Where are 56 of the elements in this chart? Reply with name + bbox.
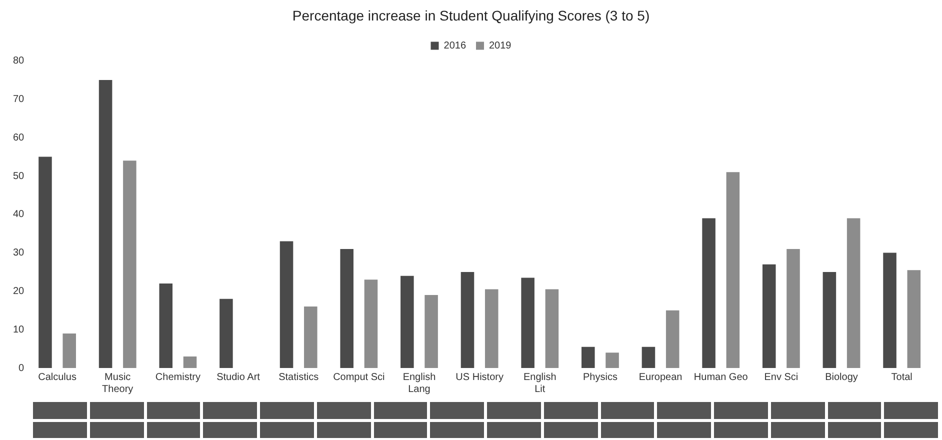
y-tick-label: 40 — [13, 209, 25, 220]
bar — [183, 356, 197, 368]
legend-label: 2019 — [489, 40, 512, 52]
x-tick-label: Studio Art — [216, 372, 260, 383]
x-tick-label: Total — [891, 372, 912, 383]
bar — [883, 252, 896, 368]
bar — [220, 298, 233, 368]
bar — [642, 346, 656, 368]
y-tick-label: 10 — [13, 324, 25, 336]
x-tick-label: European — [638, 372, 682, 383]
y-tick-label: 80 — [13, 56, 25, 67]
bar — [424, 295, 438, 368]
bar — [38, 156, 52, 368]
x-tick-label: Biology — [825, 372, 858, 383]
bar — [340, 248, 354, 368]
bar — [364, 280, 378, 368]
bar — [606, 352, 619, 368]
bar — [280, 241, 294, 368]
y-tick-label: 70 — [13, 94, 25, 105]
bar — [666, 310, 680, 368]
chart-title: Percentage increase in Student Qualifying Scores (3 to 5) — [292, 7, 650, 24]
x-tick-label: US History — [456, 372, 504, 383]
bar — [726, 172, 740, 368]
x-tick-label: Statistics — [278, 372, 319, 383]
x-tick-label: English Lit — [523, 372, 556, 395]
y-tick-label: 30 — [13, 248, 25, 259]
y-tick-label: 20 — [13, 286, 25, 297]
bar — [62, 333, 76, 368]
bar — [702, 218, 716, 368]
bar — [484, 289, 498, 368]
bar — [98, 80, 112, 368]
bar — [762, 264, 776, 368]
bar — [159, 284, 173, 368]
bar — [582, 346, 595, 368]
x-tick-label: Physics — [582, 372, 618, 383]
bar — [786, 248, 800, 368]
legend-label: 2016 — [444, 40, 466, 52]
bar — [460, 272, 474, 368]
x-tick-label: Human Geo — [694, 372, 748, 383]
y-tick-label: 0 — [18, 362, 25, 374]
bar — [304, 306, 318, 368]
x-tick-label: Calculus — [38, 372, 76, 383]
y-tick-label: 60 — [13, 132, 25, 144]
y-tick-label: 50 — [13, 170, 25, 182]
bar — [545, 289, 559, 368]
x-tick-label: Music Theory — [102, 372, 134, 395]
bar — [907, 270, 921, 368]
bar — [123, 160, 136, 368]
bar — [400, 276, 414, 368]
x-tick-label: Chemistry — [155, 372, 200, 383]
bar — [846, 218, 860, 368]
x-tick-label: Comput Sci — [333, 372, 385, 383]
bar — [521, 278, 534, 368]
x-tick-label: English Lang — [402, 372, 436, 395]
bar — [822, 272, 836, 368]
x-tick-label: Env Sci — [764, 372, 798, 383]
